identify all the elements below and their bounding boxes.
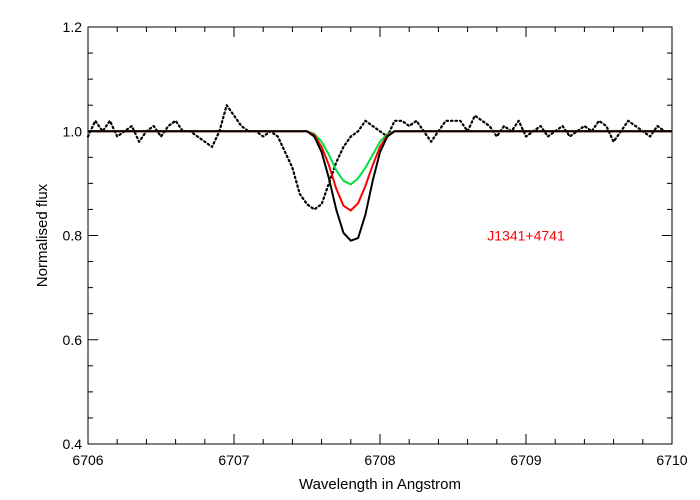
x-tick-label: 6707	[218, 452, 249, 468]
tick-labels: 6706 6707 6708 6709 6710 0.4 0.6 0.8 1.0 1.2	[63, 19, 688, 468]
axis-ticks	[87, 26, 673, 445]
series-line-4	[88, 130, 672, 242]
y-tick-label: 0.8	[63, 228, 83, 244]
series-line-2	[88, 130, 672, 186]
series-line-1	[86, 104, 674, 211]
y-tick-label: 0.6	[63, 332, 83, 348]
series-group	[86, 104, 674, 242]
x-tick-label: 6709	[510, 452, 541, 468]
x-tick-label: 6710	[656, 452, 687, 468]
series-line-3	[88, 130, 672, 212]
x-tick-label: 6708	[364, 452, 395, 468]
y-axis-title: Normalised flux	[34, 183, 51, 287]
x-axis-title: Wavelength in Angstrom	[299, 476, 461, 493]
x-tick-label: 6706	[72, 452, 103, 468]
y-tick-label: 1.2	[63, 19, 83, 35]
y-tick-label: 0.4	[63, 436, 83, 452]
star-annotation: J1341+4741	[487, 228, 565, 244]
plot-frame	[87, 26, 673, 445]
y-tick-label: 1.0	[63, 123, 83, 139]
